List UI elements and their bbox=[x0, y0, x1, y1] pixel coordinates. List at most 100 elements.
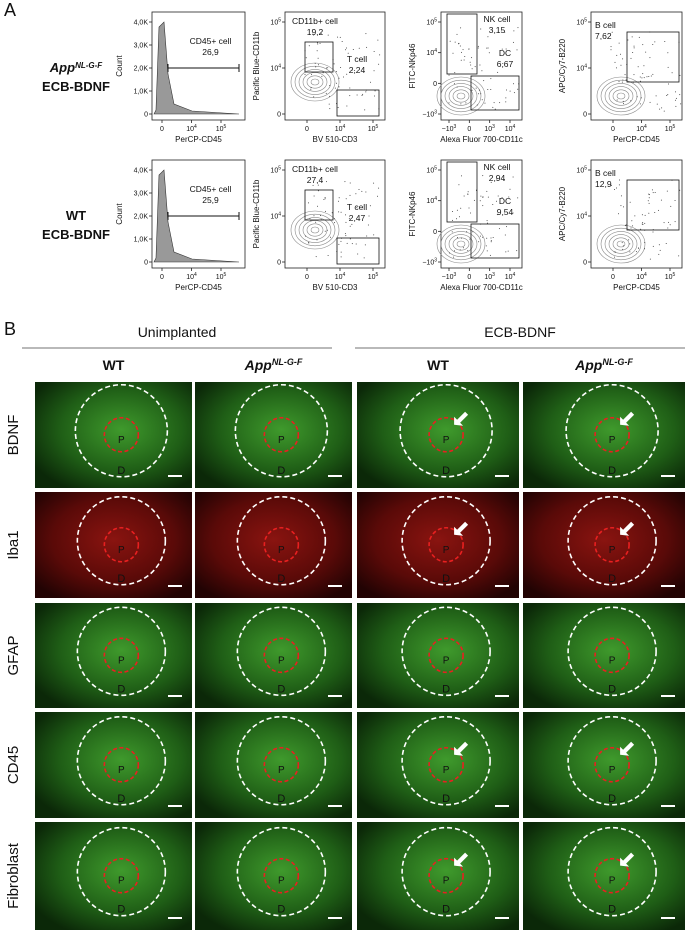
event-dot bbox=[504, 234, 506, 236]
event-dot bbox=[337, 36, 339, 38]
event-dot bbox=[378, 187, 380, 189]
y-axis-label: Count bbox=[115, 203, 124, 225]
text-sup: 4 bbox=[644, 124, 647, 130]
text-sup: 3 bbox=[434, 258, 437, 264]
event-dot bbox=[368, 215, 370, 217]
event-dot bbox=[335, 71, 337, 73]
plot-frame bbox=[440, 11, 523, 121]
event-dot bbox=[324, 197, 326, 199]
text-base: 10 bbox=[665, 126, 673, 133]
event-dot bbox=[317, 57, 319, 59]
center-label: P bbox=[443, 655, 450, 666]
event-dot bbox=[622, 100, 624, 102]
event-dot bbox=[338, 86, 340, 88]
event-dot bbox=[460, 207, 462, 209]
event-dot bbox=[351, 223, 353, 225]
gate-name: DC bbox=[499, 196, 511, 206]
event-dot bbox=[644, 214, 646, 216]
event-dot bbox=[471, 89, 473, 91]
event-dot bbox=[483, 80, 485, 82]
event-dot bbox=[352, 49, 354, 51]
event-dot bbox=[679, 94, 681, 96]
event-dot bbox=[366, 46, 368, 48]
event-dot bbox=[456, 218, 458, 220]
gate bbox=[446, 161, 478, 223]
event-dot bbox=[621, 81, 623, 83]
event-dot bbox=[652, 73, 654, 75]
event-dot bbox=[496, 214, 498, 216]
event-dot bbox=[373, 70, 375, 72]
event-dot bbox=[467, 193, 469, 195]
event-dot bbox=[338, 197, 340, 199]
event-dot bbox=[642, 222, 644, 224]
x-tick-label: 103 bbox=[484, 124, 495, 133]
event-dot bbox=[316, 50, 318, 52]
arrow bbox=[454, 741, 469, 756]
event-dot bbox=[334, 87, 336, 89]
outer-label: D bbox=[608, 683, 616, 695]
text-base: 10 bbox=[426, 50, 434, 57]
text-sup: 4 bbox=[278, 64, 281, 70]
event-dot bbox=[451, 210, 453, 212]
outer-zone bbox=[76, 495, 167, 586]
event-dot bbox=[640, 97, 642, 99]
event-dot bbox=[498, 228, 500, 230]
event-dot bbox=[373, 50, 375, 52]
text-sup: 4 bbox=[644, 272, 647, 278]
contour bbox=[444, 231, 478, 257]
text-base: App bbox=[49, 60, 75, 75]
gate-name: NK cell bbox=[484, 162, 511, 172]
x-axis-label: BV 510-CD3 bbox=[313, 135, 358, 144]
event-dot bbox=[349, 194, 351, 196]
y-tick-label: 4,0K bbox=[134, 168, 149, 175]
event-dot bbox=[470, 212, 472, 214]
event-dot bbox=[482, 236, 484, 238]
event-dot bbox=[313, 215, 315, 217]
y-tick-label: 105 bbox=[576, 166, 587, 175]
event-dot bbox=[507, 250, 509, 252]
event-dot bbox=[487, 88, 489, 90]
outer-label: D bbox=[442, 573, 450, 585]
event-dot bbox=[486, 190, 488, 192]
event-dot bbox=[680, 103, 682, 105]
flow-plot bbox=[588, 11, 683, 123]
contour bbox=[604, 83, 638, 109]
text-base: WT bbox=[427, 357, 449, 373]
event-dot bbox=[654, 192, 656, 194]
micrograph: PD bbox=[35, 382, 192, 488]
outer-label: D bbox=[117, 573, 125, 585]
inner-zone bbox=[103, 416, 140, 453]
event-dot bbox=[362, 93, 364, 95]
event-dot bbox=[674, 221, 676, 223]
event-dot bbox=[666, 190, 668, 192]
event-dot bbox=[480, 93, 482, 95]
contour bbox=[600, 79, 642, 113]
event-dot bbox=[490, 241, 492, 243]
event-dot bbox=[454, 250, 456, 252]
event-dot bbox=[502, 62, 504, 64]
event-dot bbox=[624, 74, 626, 76]
micrograph: PD bbox=[357, 603, 519, 708]
event-dot bbox=[487, 36, 489, 38]
text-sup: NL-G-F bbox=[602, 357, 633, 367]
text-sup: 5 bbox=[584, 166, 587, 172]
event-dot bbox=[667, 94, 669, 96]
gate-value: 27,4 bbox=[307, 175, 324, 185]
event-dot bbox=[458, 216, 460, 218]
event-dot bbox=[505, 251, 507, 253]
event-dot bbox=[305, 57, 307, 59]
event-dot bbox=[618, 179, 620, 181]
event-dot bbox=[649, 258, 651, 260]
event-dot bbox=[349, 95, 351, 97]
event-dot bbox=[641, 214, 643, 216]
event-dot bbox=[308, 242, 310, 244]
event-dot bbox=[304, 73, 306, 75]
inner-zone bbox=[428, 746, 464, 783]
event-dot bbox=[341, 40, 343, 42]
event-dot bbox=[638, 247, 640, 249]
event-dot bbox=[648, 76, 650, 78]
event-dot bbox=[366, 235, 368, 237]
event-dot bbox=[616, 54, 618, 56]
x-tick-label: −103 bbox=[442, 272, 457, 281]
gate-name: T cell bbox=[347, 202, 367, 212]
